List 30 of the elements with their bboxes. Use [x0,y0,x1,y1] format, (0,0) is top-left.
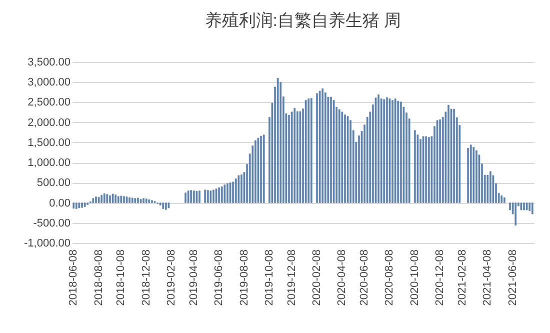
x-tick-label: 2021-04-08 [482,250,494,306]
y-tick-label: 3,000.00 [28,76,70,89]
x-tick-label: 2019-10-08 [263,250,276,306]
x-tick-label: 2019-12-08 [286,250,298,306]
x-tick-label: 2020-06-08 [358,250,371,306]
y-tick-label: 500.00 [36,177,70,190]
x-tick-label: 2019-04-08 [188,250,200,306]
x-tick-label: 2020-12-08 [434,250,446,306]
y-tick-label: 1,500.00 [28,136,70,149]
x-tick-label: 2021-02-08 [456,250,468,306]
y-tick-label: -1,000.00 [24,238,70,250]
x-tick-label: 2019-02-08 [166,250,178,306]
x-tick-label: 2020-10-08 [408,250,421,306]
x-tick-label: 2020-02-08 [310,250,323,306]
x-tick-label: 2020-08-08 [384,250,396,306]
x-tick-label: 2018-12-08 [140,250,152,306]
x-tick-label: 2018-08-08 [92,250,105,306]
y-tick-label: 3,500.00 [28,56,70,68]
y-tick-label: 0.00 [49,197,70,210]
y-tick-label: -500.00 [33,217,70,230]
x-tick-label: 2018-10-08 [115,250,128,306]
x-tick-label: 2021-06-08 [506,250,519,306]
y-tick-label: 2,000.00 [28,116,70,129]
x-tick-label: 2019-08-08 [238,250,250,306]
x-tick-label: 2018-06-08 [68,250,80,306]
y-tick-label: 2,500.00 [28,96,70,109]
chart-title: 养殖利润:自繁自养生猪 周 [204,11,402,30]
y-tick-label: 1,000.00 [28,157,70,170]
x-tick-label: 2019-06-08 [213,250,226,306]
x-tick-label: 2020-04-08 [336,250,348,306]
